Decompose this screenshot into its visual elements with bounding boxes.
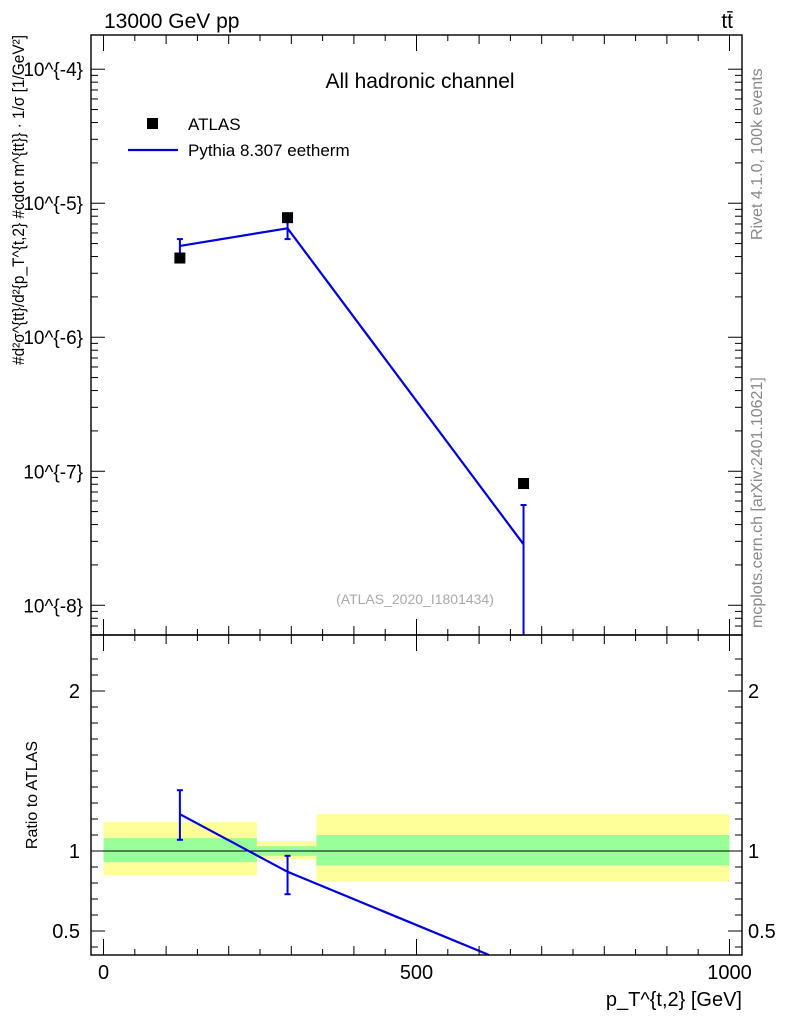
ratio-ytick-label-1-right: 1 <box>748 841 759 863</box>
ratio-ytick-label-1: 1 <box>69 841 80 863</box>
main-panel: All hadronic channel (ATLAS_2020_I180143… <box>9 34 743 636</box>
ratio-data-marks <box>176 789 490 957</box>
ratio-band-green <box>316 835 730 866</box>
source-label: mcplots.cern.ch [arXiv:2401.10621] <box>749 377 766 628</box>
x-axis-label: p_T^{t,2} [GeV] <box>606 989 742 1011</box>
ratio-frame <box>90 634 743 956</box>
analysis-label: (ATLAS_2020_I1801434) <box>336 591 494 607</box>
ratio-ticks <box>91 635 742 955</box>
ratio-ytick-label-0.5: 0.5 <box>52 921 80 943</box>
atlas-data-point <box>282 212 294 224</box>
ratio-panel: 0.5 1 2 0.5 1 2 Ratio to ATLAS 0 500 100… <box>24 634 776 1011</box>
ytick-label-1e-6: 10^{-6} <box>23 328 83 349</box>
main-y-axis-label: #d²σ^{tt}/d²{p_T^{t,2} #cdot m^{tt}} · 1… <box>9 35 28 365</box>
ytick-label-1e-5: 10^{-5} <box>23 194 83 215</box>
ytick-label-1e-8: 10^{-8} <box>23 596 83 617</box>
process-label: tt̄ <box>721 10 733 33</box>
energy-label: 13000 GeV pp <box>104 10 239 33</box>
atlas-data-point <box>174 252 186 264</box>
legend-atlas-label: ATLAS <box>188 115 241 134</box>
legend-pythia-label: Pythia 8.307 eetherm <box>188 141 350 160</box>
ratio-band-green <box>103 838 257 863</box>
ytick-label-1e-4: 10^{-4} <box>23 60 83 81</box>
legend-atlas-marker <box>147 118 158 129</box>
ratio-y-axis-label: Ratio to ATLAS <box>24 741 41 849</box>
xtick-label-1000: 1000 <box>707 962 752 984</box>
legend: ATLAS Pythia 8.307 eetherm <box>128 115 350 160</box>
xtick-label-0: 0 <box>98 962 109 984</box>
ratio-ytick-label-2: 2 <box>69 681 80 703</box>
main-y-ticks <box>91 68 742 636</box>
atlas-data-point <box>518 478 530 490</box>
rivet-label: Rivet 4.1.0, 100k events <box>749 68 766 240</box>
xtick-label-500: 500 <box>400 962 433 984</box>
pythia-line <box>179 227 525 545</box>
ratio-ytick-label-0.5-right: 0.5 <box>748 921 776 943</box>
main-data-marks <box>174 212 530 635</box>
chart-title: All hadronic channel <box>325 70 514 93</box>
ratio-ytick-label-2-right: 2 <box>748 681 759 703</box>
ytick-label-1e-7: 10^{-7} <box>23 462 83 483</box>
main-x-ticks <box>103 35 730 635</box>
